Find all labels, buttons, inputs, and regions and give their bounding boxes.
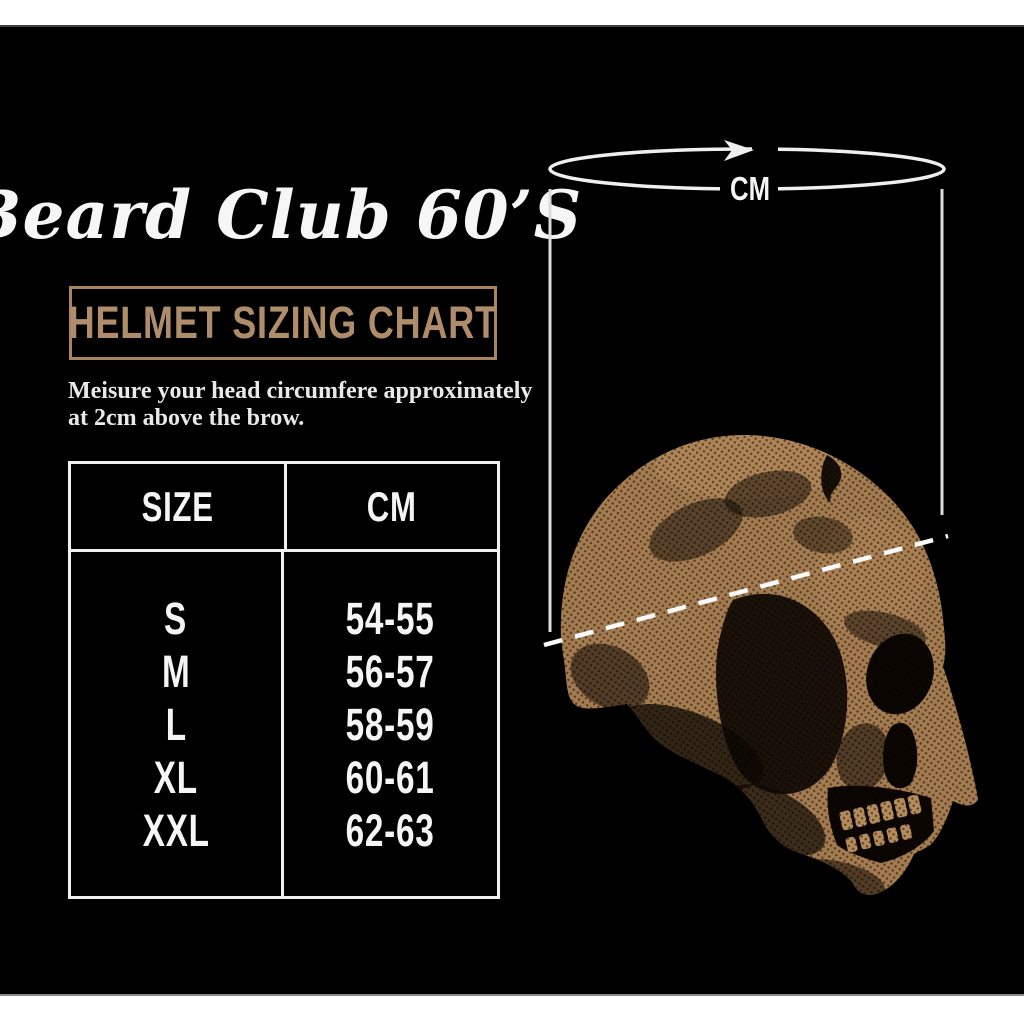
direction-arrow-icon xyxy=(724,140,754,161)
circumference-tape: CM xyxy=(548,137,946,208)
cm-cell: 60-61 xyxy=(346,751,435,803)
cm-cell: 54-55 xyxy=(346,592,435,644)
sizing-table-body: S M L XL XXL 54-55 56-57 58-59 60-61 62-… xyxy=(71,552,497,896)
cm-column: 54-55 56-57 58-59 60-61 62-63 xyxy=(284,552,497,896)
size-column: S M L XL XXL xyxy=(71,552,284,896)
letterbox-top xyxy=(0,0,1024,25)
letterbox-bottom xyxy=(0,996,1024,1024)
cm-cell: 56-57 xyxy=(346,645,435,697)
chart-header-box: HELMET SIZING CHART xyxy=(68,286,498,360)
size-cell: S xyxy=(164,592,188,644)
size-cell: M xyxy=(161,645,191,697)
head-measurement-diagram: CM xyxy=(543,137,978,895)
sizing-table-header: SIZE CM xyxy=(71,464,497,552)
poster-canvas: Beard Club 60’S HELMET SIZING CHART Meis… xyxy=(0,25,1024,996)
circumference-dashed-line xyxy=(543,533,949,648)
cm-cell: 58-59 xyxy=(346,698,435,750)
chart-header-label: HELMET SIZING CHART xyxy=(68,297,498,348)
column-header-cm: CM xyxy=(284,464,497,549)
size-cell: XXL xyxy=(142,804,210,856)
instructions-line-2: at 2cm above the brow. xyxy=(68,405,305,431)
brand-title: Beard Club 60’S xyxy=(0,176,583,254)
measuring-instructions: Meisure your head circumfere approximate… xyxy=(68,378,538,432)
cm-unit-label: CM xyxy=(730,171,770,208)
size-cell: L xyxy=(165,698,187,750)
instructions-line-1: Meisure your head circumfere approximate… xyxy=(68,378,533,404)
column-header-size: SIZE xyxy=(141,482,214,530)
size-cell: XL xyxy=(153,751,199,803)
sizing-table: SIZE CM S M L XL XXL 54-55 56-57 58-59 xyxy=(68,461,500,899)
skull-icon xyxy=(560,434,978,895)
cm-cell: 62-63 xyxy=(346,804,435,856)
